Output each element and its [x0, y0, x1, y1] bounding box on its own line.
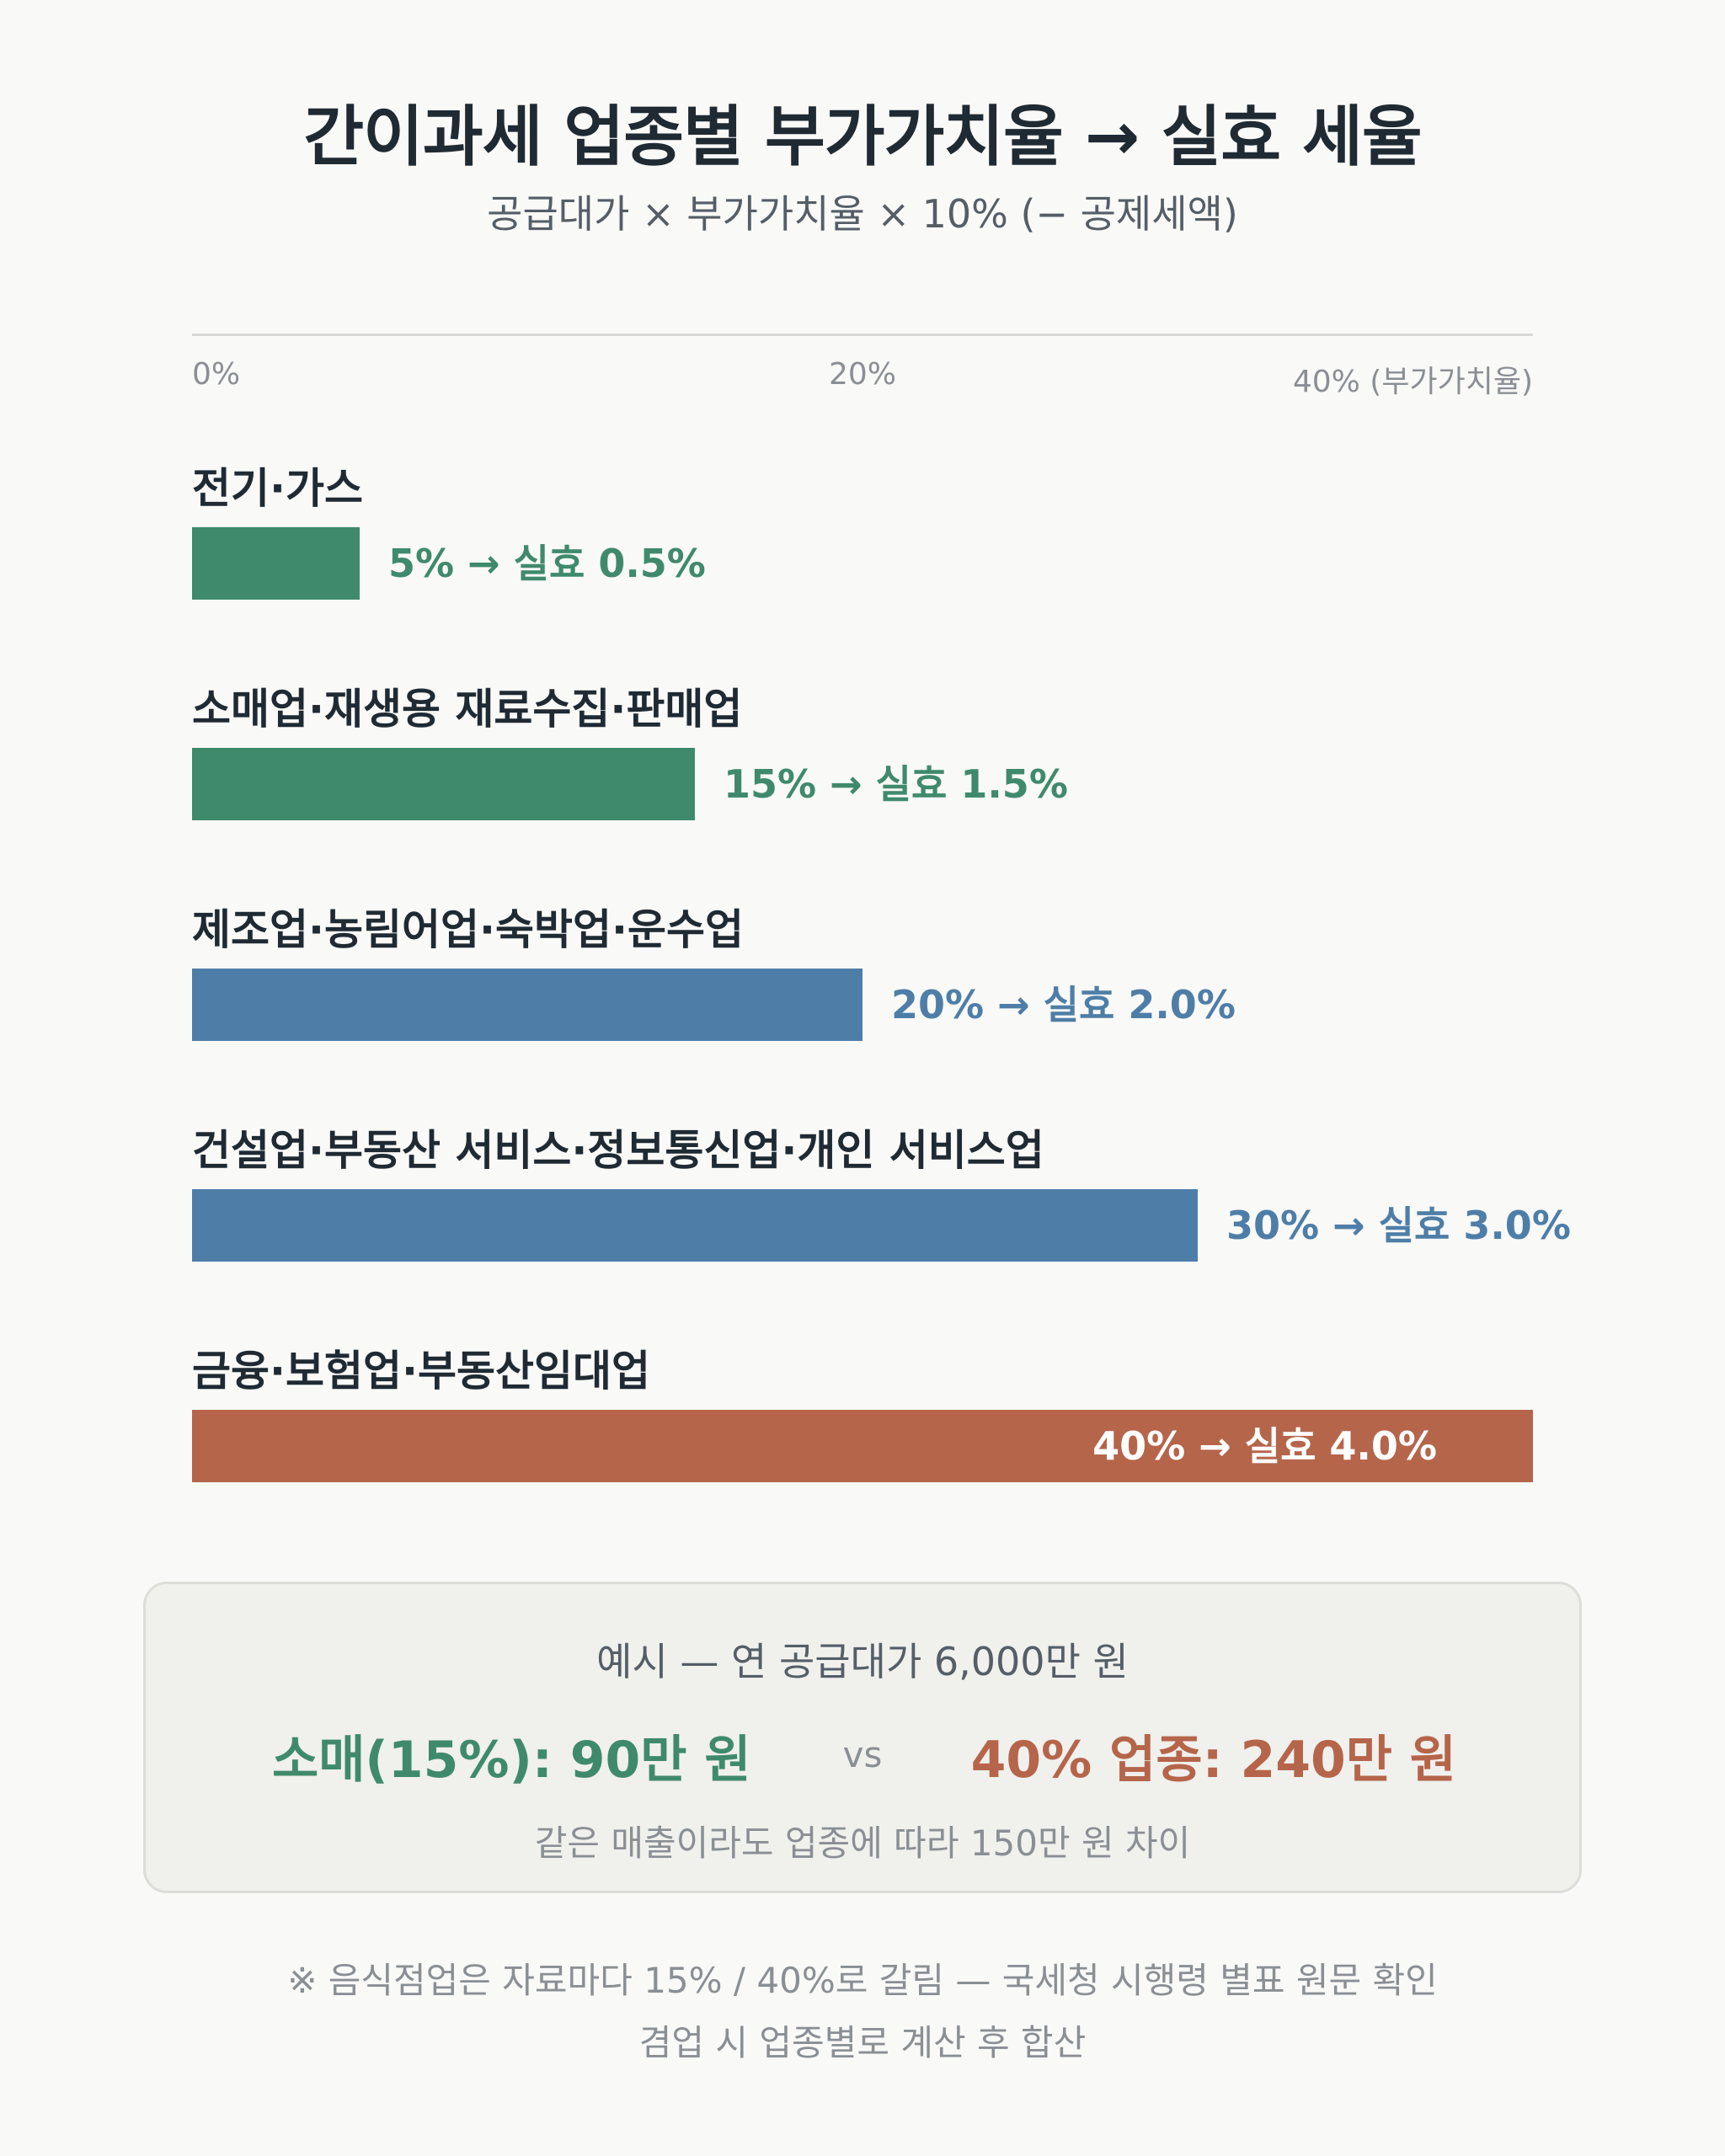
- bar-value-label: 5% → 실효 0.5%: [388, 541, 706, 586]
- example-retail-tax: 소매(15%): 90만 원: [272, 1731, 751, 1790]
- bar-value-label: 30% → 실효 3.0%: [1226, 1203, 1571, 1248]
- axis-tick-20: 20%: [828, 357, 897, 392]
- category-label: 금융·보험업·부동산임대업: [192, 1347, 650, 1396]
- bar: [192, 1189, 1198, 1262]
- example-heading: 예시 — 연 공급대가 6,000만 원: [596, 1639, 1129, 1684]
- footnote-1: ※ 음식점업은 자료마다 15% / 40%로 갈림 — 국세청 시행령 별표 …: [287, 1960, 1438, 2001]
- chart-subtitle: 공급대가 × 부가가치율 × 10% (− 공제세액): [487, 191, 1238, 237]
- category-label: 건설업·부동산 서비스·정보통신업·개인 서비스업: [192, 1126, 1044, 1175]
- bar-value-label: 40% → 실효 4.0%: [1092, 1423, 1437, 1469]
- bar: [192, 527, 360, 600]
- axis-tick-0: 0%: [192, 357, 241, 392]
- axis-tick-40: 40% (부가가치율): [1292, 365, 1533, 399]
- category-label: 전기·가스: [192, 464, 363, 513]
- category-label: 제조업·농림어업·숙박업·운수업: [192, 905, 744, 954]
- bar: [192, 969, 862, 1041]
- category-label: 소매업·재생용 재료수집·판매업: [192, 685, 743, 734]
- bar-value-label: 15% → 실효 1.5%: [724, 761, 1068, 807]
- bar: [192, 748, 695, 820]
- footnote-2: 겸업 시 업종별로 계산 후 합산: [638, 2022, 1087, 2063]
- example-40-tax: 40% 업종: 240만 원: [970, 1731, 1456, 1790]
- chart-title: 간이과세 업종별 부가가치율 → 실효 세율: [303, 99, 1422, 175]
- axis-line: [192, 334, 1533, 336]
- example-vs: vs: [842, 1734, 883, 1775]
- bar-value-label: 20% → 실효 2.0%: [891, 982, 1236, 1027]
- example-card: 예시 — 연 공급대가 6,000만 원 소매(15%): 90만 원 vs 4…: [143, 1582, 1582, 1893]
- example-note: 같은 매출이라도 업종에 따라 150만 원 차이: [534, 1822, 1191, 1864]
- bar: [192, 1410, 1533, 1482]
